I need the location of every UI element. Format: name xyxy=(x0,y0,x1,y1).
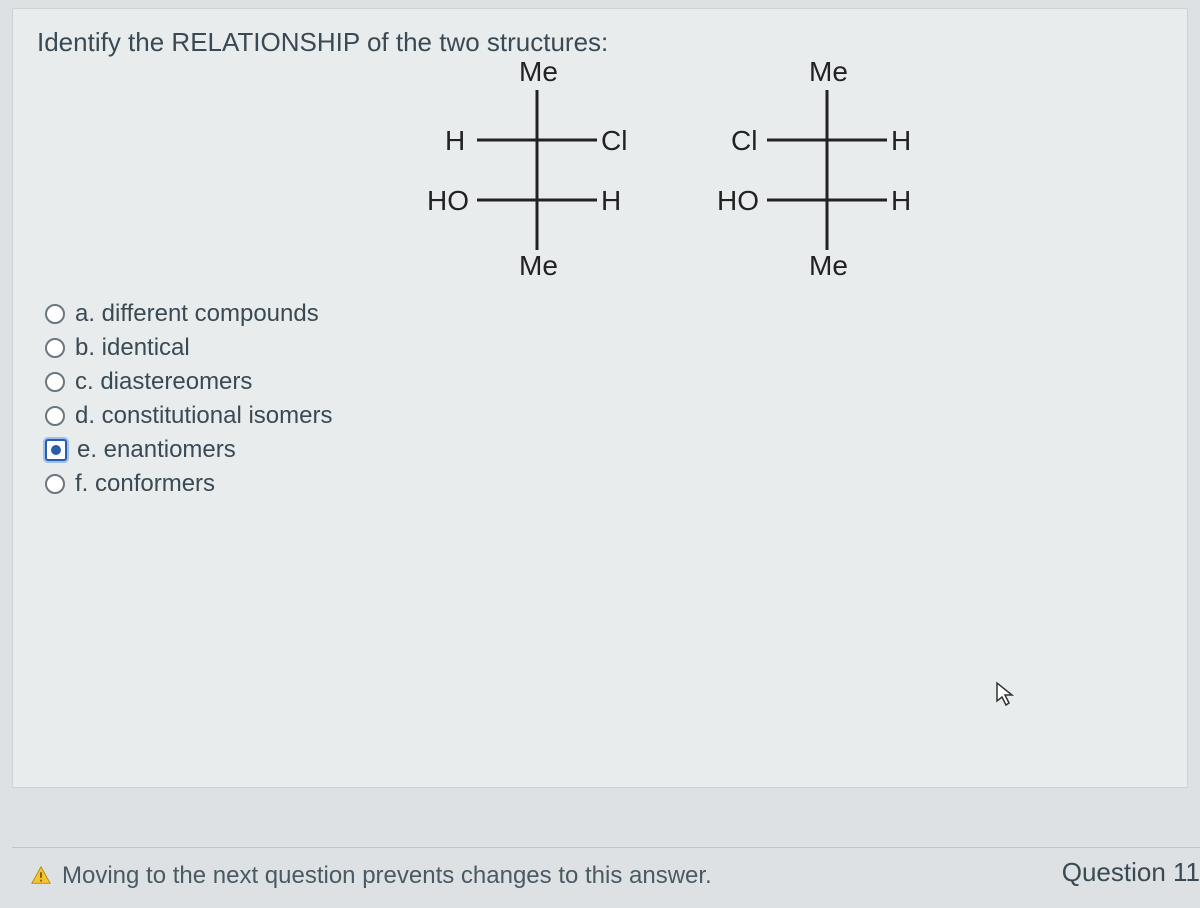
option-b[interactable]: b. identical xyxy=(45,334,1163,362)
radio-icon[interactable] xyxy=(45,338,65,358)
fischer-svg-left xyxy=(437,70,637,270)
option-label: e. enantiomers xyxy=(77,436,236,464)
s2-r2l: HO xyxy=(717,185,759,217)
s2-bottom: Me xyxy=(809,250,848,282)
s2-r2r: H xyxy=(891,185,911,217)
s1-r2r: H xyxy=(601,185,621,217)
s1-top: Me xyxy=(519,56,558,88)
s1-r2l: HO xyxy=(427,185,469,217)
cursor-icon xyxy=(995,681,1017,707)
s1-r1r: Cl xyxy=(601,125,627,157)
warning-icon xyxy=(30,865,52,887)
options-list: a. different compounds b. identical c. d… xyxy=(45,300,1163,498)
radio-icon[interactable] xyxy=(45,406,65,426)
option-d[interactable]: d. constitutional isomers xyxy=(45,402,1163,430)
question-prompt: Identify the RELATIONSHIP of the two str… xyxy=(37,27,1163,58)
footer-text: Moving to the next question prevents cha… xyxy=(62,862,712,890)
structure-right: Me Me Cl H HO H xyxy=(727,70,927,275)
structure-left: Me Me H Cl HO H xyxy=(437,70,637,275)
s2-r1l: Cl xyxy=(731,125,757,157)
radio-icon[interactable] xyxy=(45,474,65,494)
radio-icon[interactable] xyxy=(45,372,65,392)
s1-bottom: Me xyxy=(519,250,558,282)
option-c[interactable]: c. diastereomers xyxy=(45,368,1163,396)
radio-icon[interactable] xyxy=(45,304,65,324)
fischer-svg-right xyxy=(727,70,927,270)
option-a[interactable]: a. different compounds xyxy=(45,300,1163,328)
option-label: b. identical xyxy=(75,334,190,362)
s1-r1l: H xyxy=(445,125,465,157)
question-number: Question 11 xyxy=(1062,857,1200,888)
option-label: a. different compounds xyxy=(75,300,319,328)
fischer-structures: Me Me H Cl HO H Me Me Cl H HO H xyxy=(437,70,1163,290)
option-label: f. conformers xyxy=(75,470,215,498)
option-label: c. diastereomers xyxy=(75,368,252,396)
radio-icon-selected[interactable] xyxy=(45,439,67,461)
option-label: d. constitutional isomers xyxy=(75,402,332,430)
s2-r1r: H xyxy=(891,125,911,157)
option-f[interactable]: f. conformers xyxy=(45,470,1163,498)
option-e[interactable]: e. enantiomers xyxy=(45,436,1163,464)
s2-top: Me xyxy=(809,56,848,88)
footer-bar: Moving to the next question prevents cha… xyxy=(12,847,1200,890)
question-panel: Identify the RELATIONSHIP of the two str… xyxy=(12,8,1188,788)
